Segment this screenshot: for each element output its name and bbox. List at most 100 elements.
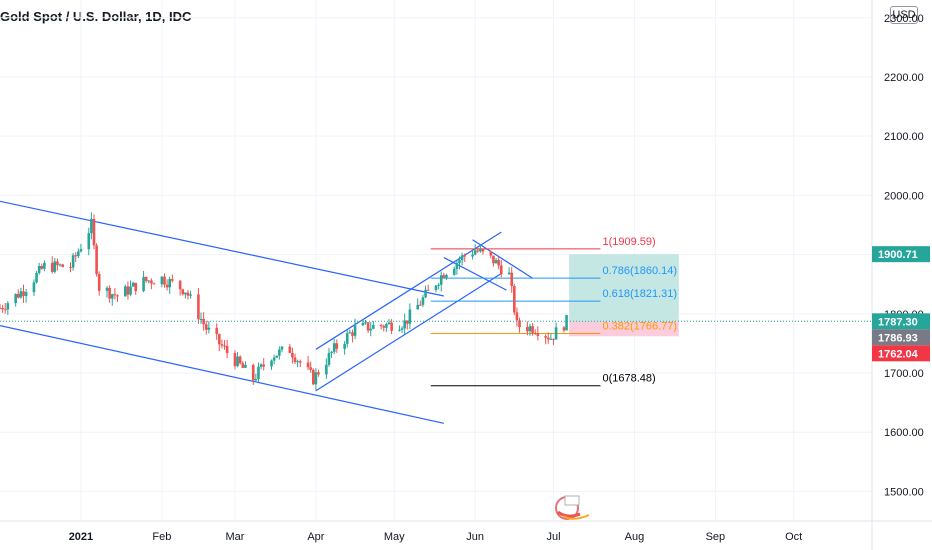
candle-body: [424, 289, 427, 298]
candle-body: [97, 274, 101, 291]
candle-body: [405, 320, 409, 324]
candle-body: [499, 265, 503, 275]
candle-body: [311, 369, 315, 385]
candle-body: [58, 264, 62, 266]
y-tick-label: 2100.00: [884, 131, 924, 143]
candle-body: [272, 357, 276, 361]
candle-body: [1, 307, 4, 310]
candle-body: [40, 266, 44, 269]
candle-body: [554, 327, 558, 340]
candle-body: [165, 284, 169, 288]
currency-button[interactable]: USD: [890, 6, 918, 24]
candle-body: [16, 293, 20, 298]
candle-body: [390, 322, 393, 331]
candle-body: [403, 320, 406, 329]
candle-body: [270, 360, 273, 367]
candle-body: [332, 343, 336, 352]
position-zones: [569, 254, 679, 337]
candle-body: [142, 276, 145, 292]
candle-body: [171, 279, 174, 281]
candle-body: [288, 346, 292, 353]
stop-price-badge-text: 1762.04: [878, 348, 919, 360]
candle-body: [202, 318, 205, 325]
current-price-badge-text: 1787.30: [878, 316, 918, 328]
candle-body: [163, 276, 166, 285]
candle-body: [92, 218, 96, 246]
fib-level-label: 0(1678.48): [602, 373, 655, 385]
candle-body: [507, 272, 511, 275]
candle-body: [178, 280, 182, 290]
current-price-badge: [872, 313, 930, 330]
candle-body: [238, 356, 242, 364]
stop-zone: [569, 321, 679, 337]
channel-line: [0, 200, 444, 297]
x-tick-label: 2021: [69, 531, 93, 543]
entry-price-badge: [872, 329, 930, 346]
fib-level-label: 1(1909.59): [602, 236, 655, 248]
candle-body: [223, 345, 226, 347]
candles: [0, 212, 872, 392]
stop-price-badge: [872, 345, 930, 362]
target-price-badge: [872, 246, 930, 263]
candle-body: [181, 289, 185, 295]
candle-body: [372, 325, 375, 329]
candle-body: [233, 352, 237, 367]
candle-body: [90, 218, 93, 234]
y-tick-label: 1700.00: [884, 368, 924, 380]
candle-body: [24, 292, 28, 296]
candle-body: [50, 262, 54, 272]
candle-body: [473, 250, 477, 255]
x-tick-label: Apr: [307, 531, 324, 543]
candle-body: [343, 343, 346, 349]
candle-body: [291, 352, 294, 358]
candle-body: [61, 264, 64, 268]
candle-body: [471, 254, 474, 257]
candle-body: [437, 284, 440, 286]
candle-body: [74, 255, 78, 257]
candle-body: [251, 364, 255, 381]
candle-body: [366, 322, 370, 331]
candle-body: [32, 282, 36, 293]
candle-body: [6, 303, 10, 310]
candle-body: [280, 346, 284, 350]
y-tick-label: 2000.00: [884, 190, 924, 202]
candle-body: [278, 349, 281, 356]
candle-body: [565, 314, 568, 331]
candle-body: [0, 307, 2, 309]
candle-body: [492, 255, 495, 264]
candle-body: [14, 293, 17, 304]
candle-body: [69, 267, 72, 269]
x-tick-label: Aug: [625, 531, 645, 543]
fib-level-label: 0.382(1766.77): [602, 320, 677, 332]
candle-body: [207, 327, 211, 330]
candle-body: [439, 275, 443, 285]
x-tick-label: Sep: [706, 531, 726, 543]
candle-body: [513, 286, 516, 313]
candle-body: [298, 361, 302, 363]
candle-body: [35, 273, 38, 283]
candle-body: [421, 297, 425, 305]
grid: [0, 0, 872, 521]
candle-body: [364, 322, 367, 324]
candle-body: [147, 280, 151, 282]
channel-line: [0, 325, 444, 424]
candle-body: [369, 328, 373, 331]
channel-line: [315, 273, 502, 392]
candle-body: [552, 338, 555, 340]
candle-body: [479, 249, 482, 252]
x-tick-label: May: [384, 531, 405, 543]
candle-body: [452, 268, 456, 275]
candle-body: [189, 294, 192, 296]
channel-line: [443, 257, 507, 291]
candle-body: [476, 250, 480, 252]
x-tick-label: Mar: [225, 531, 244, 543]
candle-body: [335, 343, 339, 349]
candle-body: [562, 327, 566, 331]
candle-body: [379, 325, 383, 327]
candle-body: [385, 324, 388, 328]
target-zone: [569, 254, 679, 322]
candle-body: [549, 338, 553, 340]
x-tick-label: Jun: [466, 531, 484, 543]
